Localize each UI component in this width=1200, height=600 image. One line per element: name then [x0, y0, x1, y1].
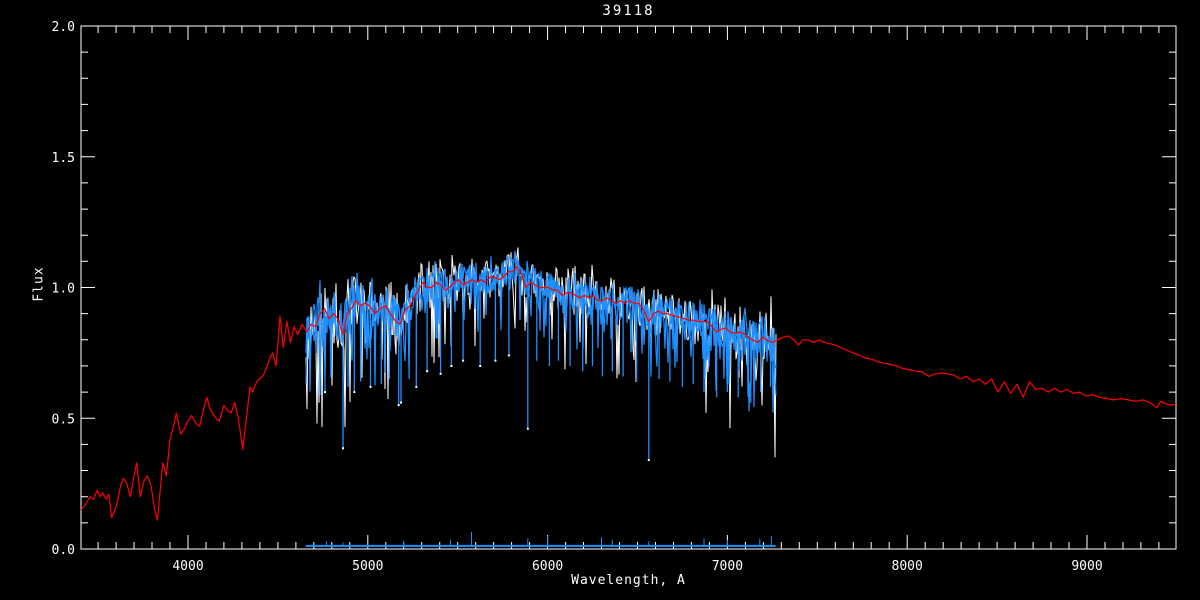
absorption-tip-speck — [439, 372, 442, 375]
y-axis-label: Flux — [31, 266, 47, 302]
y-tick-label: 1.5 — [52, 151, 75, 166]
x-tick-label: 9000 — [1071, 559, 1102, 574]
absorption-lines — [324, 271, 772, 461]
absorption-tip-speck — [450, 365, 453, 367]
x-tick-label: 7000 — [712, 559, 743, 574]
absorption-tip-speck — [526, 427, 529, 430]
y-tick-label: 0.5 — [52, 412, 75, 427]
y-tick-label: 2.0 — [52, 20, 75, 35]
error-spectrum-spikes — [325, 532, 772, 546]
observed-spectrum-trace2 — [305, 250, 777, 412]
x-tick-label: 5000 — [352, 559, 383, 574]
absorption-tip-speck — [400, 401, 402, 404]
absorption-tip-speck — [342, 447, 344, 450]
y-tick-label: 0.0 — [52, 543, 75, 558]
absorption-tip-speck — [479, 365, 482, 367]
absorption-tip-speck — [507, 354, 510, 357]
absorption-tip-speck — [647, 459, 650, 462]
absorption-tip-speck — [397, 404, 400, 407]
x-tick-label: 6000 — [532, 559, 563, 574]
absorption-tip-speck — [369, 385, 372, 388]
absorption-tip-speck — [462, 359, 465, 362]
x-tick-label: 8000 — [892, 559, 923, 574]
chart-title: 39118 — [602, 3, 655, 19]
plot-frame — [80, 25, 1177, 550]
x-axis-label: Wavelength, A — [571, 573, 686, 588]
absorption-tip-speck — [426, 370, 429, 373]
absorption-tip-speck — [494, 359, 497, 362]
absorption-tip-speck — [353, 391, 356, 394]
axis-ticks — [81, 26, 1176, 549]
absorption-tip-speck — [324, 391, 326, 394]
template-spectrum-line — [80, 266, 1177, 521]
y-tick-label: 1.0 — [52, 282, 75, 297]
absorption-tip-speck — [415, 385, 418, 388]
x-tick-label: 4000 — [172, 559, 203, 574]
